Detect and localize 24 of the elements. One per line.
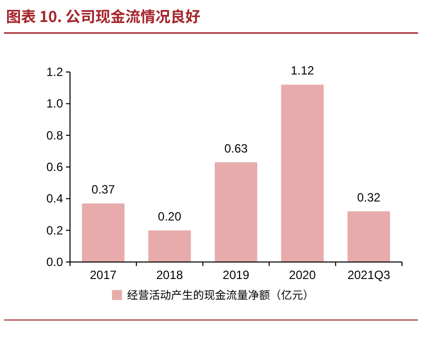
y-tick-label: 0.6 [46,160,64,174]
y-tick-label: 0.2 [46,223,64,238]
text: 0.37 [92,182,115,196]
legend-label: 经营活动产生的现金流量净额（亿元） [127,287,314,303]
bar [148,230,191,262]
bar [214,162,258,262]
bar [82,203,124,262]
y-tick-label: 1.2 [46,65,64,79]
text: 0.32 [357,190,380,204]
text: 0.20 [158,209,182,224]
bar [348,211,390,262]
y-tick-label: 0.8 [46,128,64,142]
bar [281,84,324,262]
x-tick-label: 2020 [289,268,316,282]
y-tick-label: 1.0 [46,96,64,111]
y-tick-label: 0.0 [46,255,64,269]
x-tick-label: 2021Q3 [347,268,390,282]
chart-title: 图表 10. 公司现金流情况良好 [6,6,200,27]
text: 1.12 [290,64,314,78]
x-tick-label: 2019 [222,268,250,282]
text: 0.63 [224,141,248,156]
y-tick-label: 0.4 [46,192,64,206]
x-tick-label: 2018 [156,268,184,282]
x-tick-label: 2017 [90,268,117,282]
